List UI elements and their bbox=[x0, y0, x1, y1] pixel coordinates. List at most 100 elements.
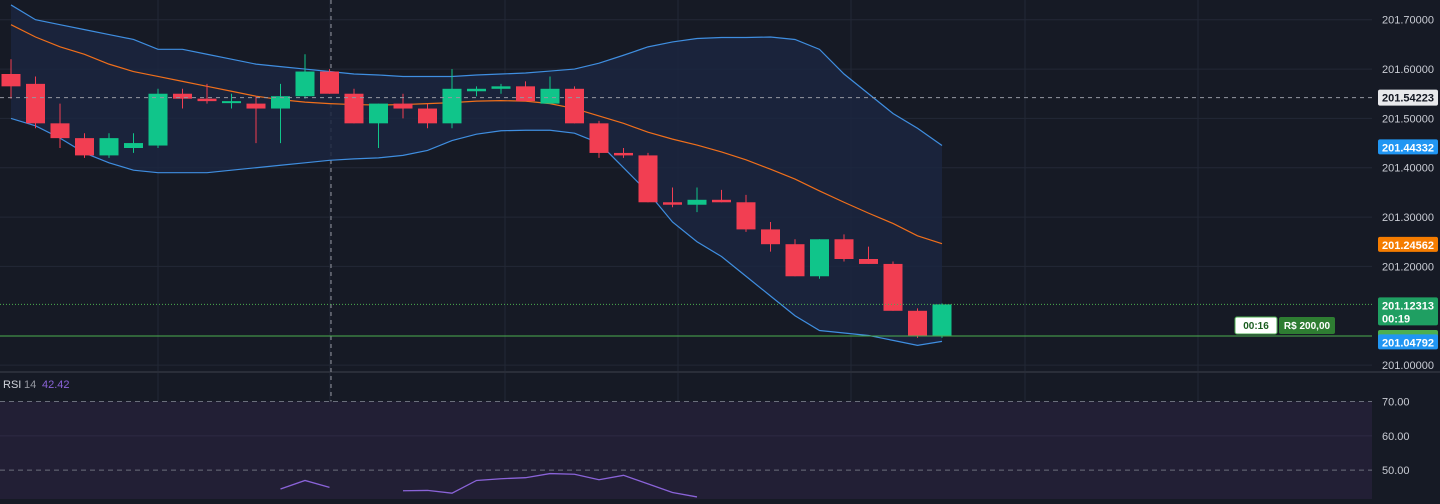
candle[interactable] bbox=[540, 76, 560, 104]
candle-body bbox=[222, 101, 241, 104]
candle[interactable] bbox=[467, 86, 486, 97]
candle-body bbox=[736, 202, 756, 230]
candle-body bbox=[540, 88, 560, 104]
candle-body bbox=[50, 123, 70, 139]
candle[interactable] bbox=[295, 54, 315, 99]
price-tick-label: 201.40000 bbox=[1382, 163, 1434, 175]
candle[interactable] bbox=[761, 222, 780, 252]
candle[interactable] bbox=[834, 234, 854, 262]
candle-body bbox=[26, 83, 45, 124]
trade-amount-box bbox=[1279, 317, 1335, 334]
candle[interactable] bbox=[50, 103, 70, 148]
rsi-tick-label: 50.00 bbox=[1382, 465, 1410, 477]
svg-text:201.12313: 201.12313 bbox=[1382, 300, 1434, 312]
rsi-value: 42.42 bbox=[42, 379, 70, 391]
trade-marker[interactable]: 00:16 R$ 200,00 bbox=[1234, 316, 1335, 335]
candle-body bbox=[75, 138, 94, 156]
candle[interactable] bbox=[148, 88, 168, 148]
candle-body bbox=[859, 259, 878, 264]
candle[interactable] bbox=[320, 69, 339, 94]
bollinger-bands bbox=[10, 4, 943, 346]
candle[interactable] bbox=[883, 261, 903, 311]
candle-body bbox=[271, 96, 290, 109]
bb-lower-price-label: 201.04792 bbox=[1378, 334, 1438, 350]
trade-timer: 00:16 bbox=[1243, 321, 1269, 332]
rsi-pane[interactable] bbox=[0, 400, 1372, 499]
candle[interactable] bbox=[614, 148, 633, 158]
price-tick-label: 201.30000 bbox=[1382, 212, 1434, 224]
candle[interactable] bbox=[810, 239, 829, 279]
rsi-tick-label: 70.00 bbox=[1382, 396, 1410, 408]
price-lines bbox=[0, 97, 1372, 337]
crosshair-price-label: 201.54223 bbox=[1378, 89, 1438, 106]
candle-body bbox=[908, 310, 927, 336]
bollinger-middle-line bbox=[10, 24, 943, 245]
candle[interactable] bbox=[222, 93, 241, 109]
candle[interactable] bbox=[1, 59, 21, 99]
candles[interactable] bbox=[1, 54, 952, 338]
candle[interactable] bbox=[124, 133, 143, 153]
candle[interactable] bbox=[246, 96, 266, 144]
candle-body bbox=[810, 239, 829, 277]
candle-body bbox=[883, 263, 903, 311]
candle[interactable] bbox=[99, 133, 119, 158]
candle-body bbox=[418, 108, 437, 124]
candle[interactable] bbox=[687, 187, 707, 213]
candle[interactable] bbox=[75, 133, 94, 158]
candle[interactable] bbox=[785, 239, 805, 277]
candle[interactable] bbox=[26, 76, 45, 129]
candle[interactable] bbox=[344, 88, 364, 124]
candle[interactable] bbox=[712, 189, 731, 203]
price-tick-label: 201.70000 bbox=[1382, 15, 1434, 27]
svg-text:201.44332: 201.44332 bbox=[1382, 142, 1434, 154]
rsi-label[interactable]: RSI bbox=[3, 379, 21, 391]
candle-body bbox=[442, 88, 462, 124]
candle-body bbox=[148, 93, 168, 146]
svg-text:201.54223: 201.54223 bbox=[1382, 93, 1434, 105]
candle-body bbox=[687, 199, 707, 205]
candle[interactable] bbox=[908, 308, 927, 338]
rsi-period: 14 bbox=[24, 379, 36, 391]
candle-body bbox=[589, 123, 609, 153]
candle[interactable] bbox=[589, 120, 609, 158]
candle[interactable] bbox=[638, 152, 658, 203]
candle[interactable] bbox=[859, 246, 878, 264]
candle-body bbox=[491, 86, 511, 89]
price-tick-label: 201.50000 bbox=[1382, 113, 1434, 125]
bb-middle-price-label: 201.24562 bbox=[1378, 236, 1438, 252]
candle[interactable] bbox=[271, 83, 290, 144]
candle-body bbox=[614, 152, 633, 156]
candle[interactable] bbox=[565, 86, 584, 124]
bollinger-upper-line bbox=[10, 4, 943, 147]
candle[interactable] bbox=[418, 103, 437, 129]
candle[interactable] bbox=[932, 303, 952, 338]
candle[interactable] bbox=[369, 103, 388, 148]
candle-body bbox=[344, 93, 364, 124]
candle-body bbox=[320, 71, 339, 94]
candle-body bbox=[246, 103, 266, 109]
trade-amount: R$ 200,00 bbox=[1284, 321, 1331, 332]
candle-body bbox=[785, 244, 805, 277]
candle-body bbox=[834, 239, 854, 259]
price-axis[interactable]: 201.70000 201.60000 201.50000 201.40000 201.… bbox=[1378, 15, 1438, 477]
candle-body bbox=[1, 74, 21, 87]
bollinger-fill bbox=[11, 4, 942, 346]
candle[interactable] bbox=[197, 83, 217, 104]
candle-body bbox=[369, 103, 388, 124]
svg-text:201.04792: 201.04792 bbox=[1382, 337, 1434, 349]
price-tick-label: 201.20000 bbox=[1382, 261, 1434, 273]
candle-body bbox=[99, 138, 119, 156]
candle[interactable] bbox=[491, 83, 511, 94]
candle-body bbox=[467, 88, 486, 92]
candle[interactable] bbox=[663, 187, 682, 208]
candle[interactable] bbox=[173, 88, 192, 109]
candle[interactable] bbox=[736, 194, 756, 232]
candle-body bbox=[565, 88, 584, 124]
rsi-line bbox=[280, 472, 698, 498]
candle-body bbox=[295, 71, 315, 97]
candle-body bbox=[663, 202, 682, 205]
candle-body bbox=[124, 143, 143, 148]
